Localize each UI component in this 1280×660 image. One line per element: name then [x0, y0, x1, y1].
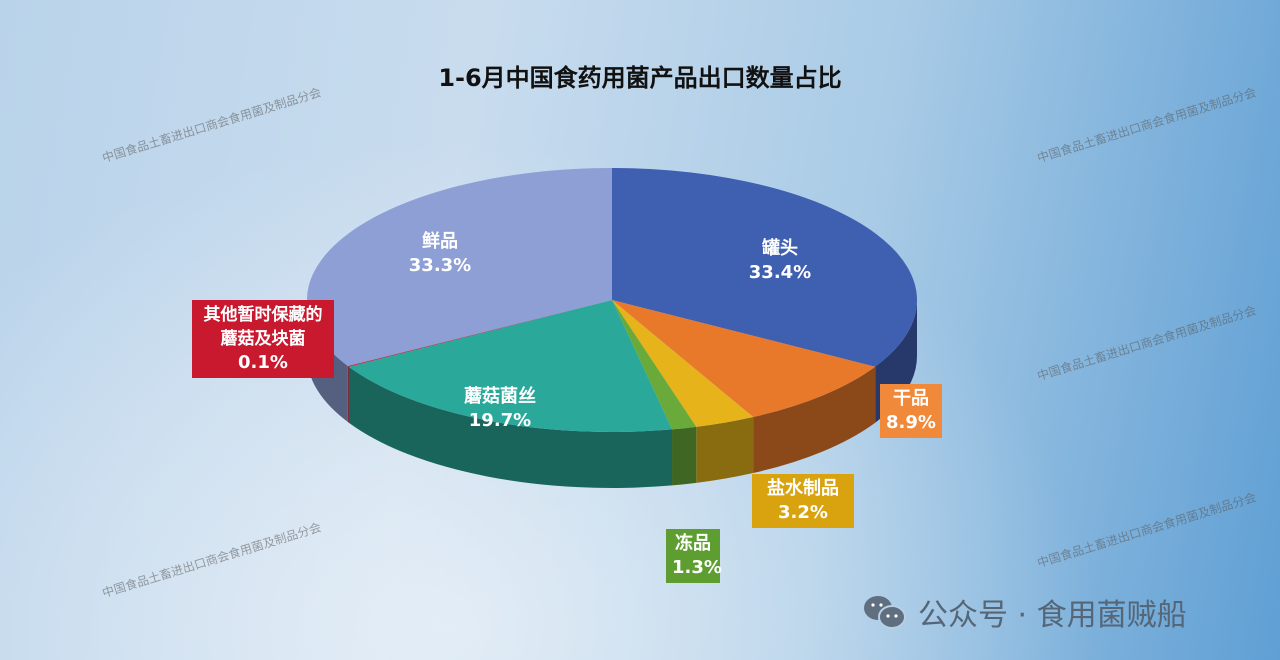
footer-text: 公众号 · 食用菌贼船	[918, 598, 1187, 633]
data-label-canned: 罐头 33.4%	[748, 238, 812, 283]
pie-slice-side	[696, 417, 754, 483]
data-label-mycelium: 蘑菇菌丝 19.7%	[464, 386, 536, 431]
pie-slice	[612, 300, 697, 430]
pie-slice	[612, 300, 876, 418]
pie-slice-side	[347, 366, 349, 423]
pie-slice	[612, 168, 918, 367]
pie-slice	[612, 300, 754, 427]
footer-brand: 公众号 · 食用菌贼船	[862, 590, 1187, 634]
wechat-icon	[864, 596, 906, 629]
data-label-other: 其他暂时保藏的蘑菇及块菌 0.1%	[192, 300, 334, 378]
data-label-frozen: 冻品 1.3%	[666, 529, 722, 583]
data-label-fresh: 鲜品 33.3%	[408, 231, 472, 276]
pie-slice-side	[753, 366, 876, 474]
data-label-dried: 干品 8.9%	[880, 384, 942, 438]
pie-slice	[348, 300, 673, 432]
data-label-brined: 盐水制品 3.2%	[752, 474, 854, 528]
chart-title: 1-6月中国食药用菌产品出口数量占比	[438, 64, 842, 92]
pie-slice-side	[672, 426, 697, 486]
pie-slice	[306, 168, 612, 366]
pie-slice-side	[348, 366, 673, 488]
pie-slice	[347, 300, 612, 367]
